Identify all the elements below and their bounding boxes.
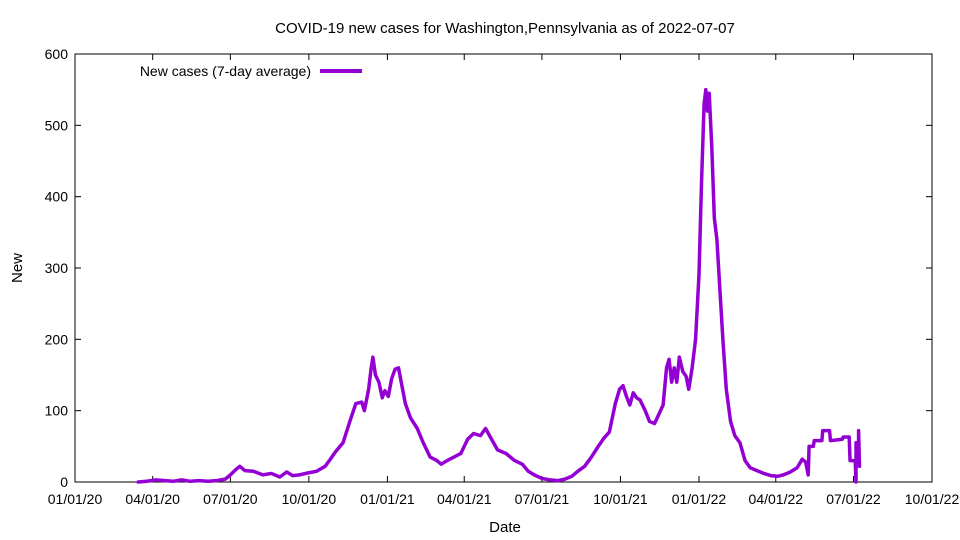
- series-line-0: [136, 87, 862, 484]
- x-tick-label-9: 04/01/22: [749, 491, 804, 507]
- x-tick-label-0: 01/01/20: [48, 491, 103, 507]
- x-tick-label-2: 07/01/20: [203, 491, 258, 507]
- y-tick-label-3: 300: [45, 260, 69, 276]
- chart-title: COVID-19 new cases for Washington,Pennsy…: [275, 20, 735, 37]
- legend-label: New cases (7-day average): [140, 63, 311, 79]
- x-tick-label-11: 10/01/22: [905, 491, 960, 507]
- x-tick-label-10: 07/01/22: [826, 491, 881, 507]
- x-tick-label-6: 07/01/21: [515, 491, 570, 507]
- y-tick-label-6: 600: [45, 46, 69, 62]
- y-tick-label-1: 100: [45, 403, 69, 419]
- x-tick-label-8: 01/01/22: [672, 491, 727, 507]
- x-tick-label-4: 01/01/21: [360, 491, 415, 507]
- legend: New cases (7-day average): [140, 63, 362, 79]
- y-tick-label-5: 500: [45, 117, 69, 133]
- x-tick-label-3: 10/01/20: [282, 491, 337, 507]
- x-axis-label: Date: [489, 519, 521, 536]
- y-axis-ticks: 0 100 200 300 400 500 600: [45, 46, 932, 490]
- y-axis-label: New: [9, 253, 26, 283]
- y-tick-label-2: 200: [45, 331, 69, 347]
- plot-frame: [74, 53, 933, 483]
- x-axis-ticks: 01/01/20 04/01/20 07/01/20 10/01/20 01/01/21…: [48, 54, 960, 507]
- x-tick-label-1: 04/01/20: [125, 491, 180, 507]
- x-tick-label-5: 04/01/21: [437, 491, 492, 507]
- x-tick-label-7: 10/01/21: [593, 491, 648, 507]
- y-tick-label-0: 0: [60, 474, 68, 490]
- y-tick-label-4: 400: [45, 189, 69, 205]
- series-layer: [136, 87, 862, 484]
